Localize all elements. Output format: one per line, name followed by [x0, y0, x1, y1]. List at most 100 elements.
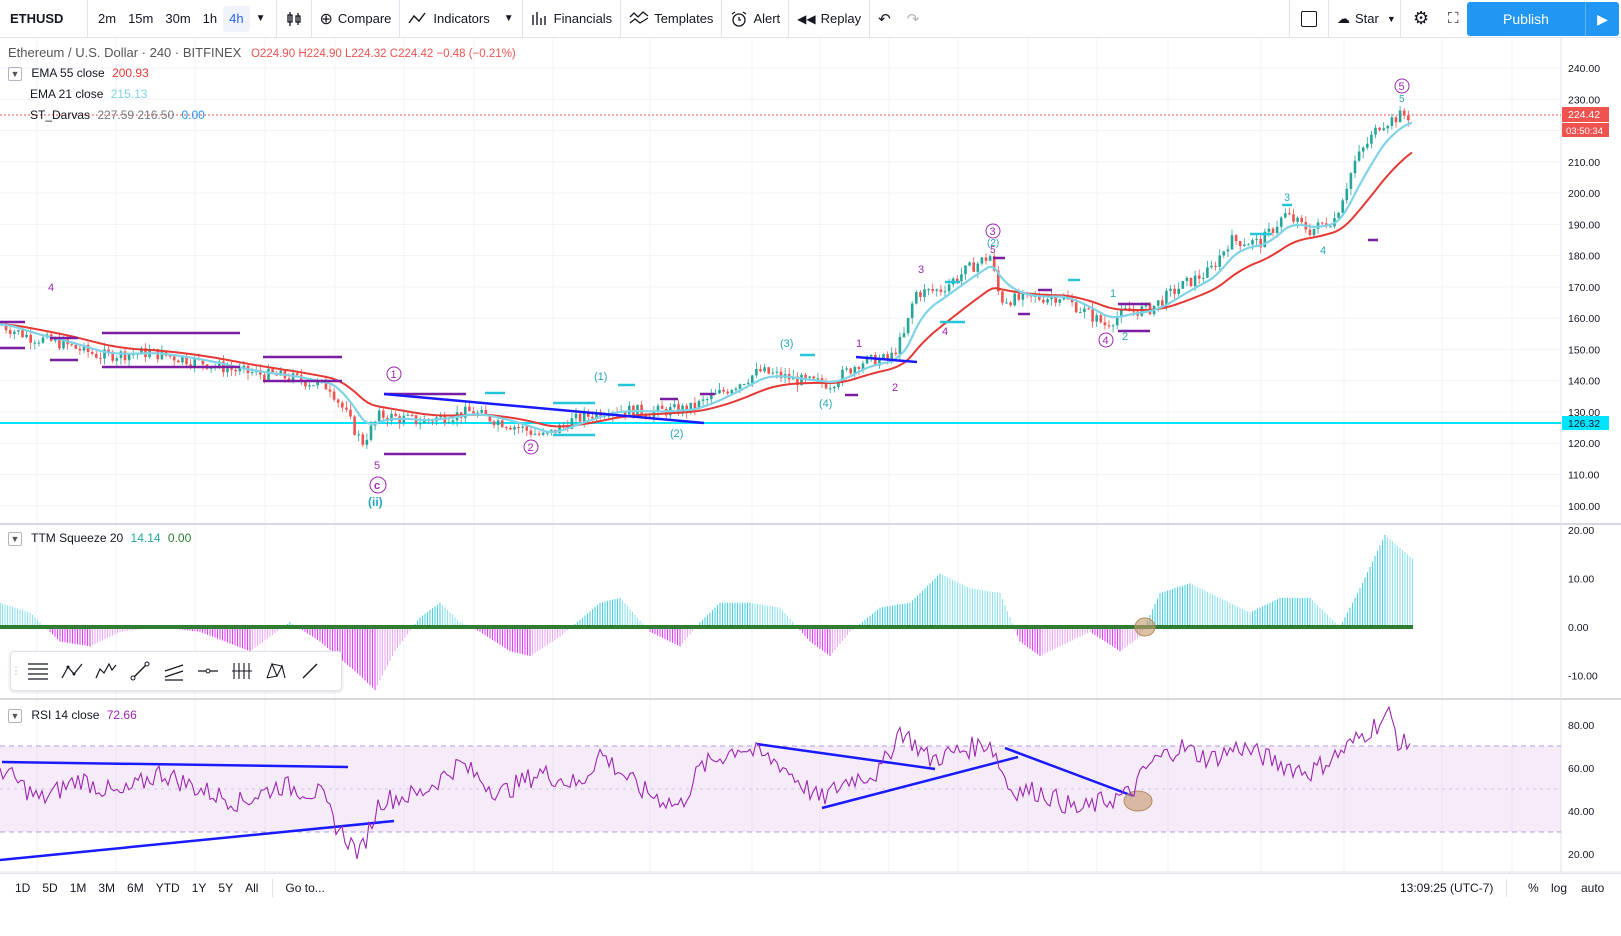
- horizontal-ray-tool[interactable]: [191, 654, 225, 688]
- interval-group: 2m 15m 30m 1h 4h ▼: [88, 0, 277, 38]
- parallel-channel-tool[interactable]: [157, 654, 191, 688]
- candle-body: [718, 389, 721, 394]
- candle-body: [312, 385, 315, 387]
- candle-body: [353, 416, 356, 435]
- candle-body: [960, 274, 963, 282]
- candle-body: [54, 338, 57, 341]
- candle-body: [1218, 255, 1221, 267]
- ema55-label: EMA 55 close: [31, 66, 105, 80]
- layout-toggle[interactable]: [1289, 0, 1329, 38]
- indicators-button[interactable]: Indicators ▼: [400, 0, 523, 38]
- candle-body: [1247, 244, 1250, 246]
- candle-body: [1349, 173, 1353, 189]
- candle-body: [771, 372, 775, 374]
- rsi-highlight-marker[interactable]: [1123, 790, 1153, 812]
- candle-body: [1267, 228, 1271, 232]
- alert-button[interactable]: Alert: [722, 0, 790, 38]
- candle-body: [529, 430, 533, 435]
- chart-type-button[interactable]: [277, 0, 312, 38]
- candle-body: [1070, 299, 1074, 303]
- candle-body: [1091, 309, 1094, 322]
- log-scale-toggle[interactable]: log: [1551, 880, 1568, 895]
- candle-body: [41, 337, 45, 343]
- candle-body: [238, 367, 242, 372]
- collapse-chevron-down-icon[interactable]: ▼: [8, 708, 22, 723]
- trend-lines[interactable]: [0, 355, 1134, 862]
- interval-1h[interactable]: 1h: [202, 10, 218, 26]
- candle-body: [13, 331, 16, 334]
- candle-body: [234, 369, 237, 372]
- symbol-search[interactable]: ETHUSD: [0, 0, 88, 38]
- candle-body: [984, 257, 988, 261]
- candle-body: [464, 406, 467, 418]
- candle-body: [857, 367, 861, 369]
- candle-body: [804, 374, 807, 378]
- elliott-wave-tool[interactable]: [89, 654, 123, 688]
- range-1d[interactable]: 1D: [15, 880, 31, 895]
- candle-body: [726, 391, 729, 394]
- publish-menu-button[interactable]: ▶: [1585, 2, 1619, 36]
- collapse-chevron-down-icon[interactable]: ▼: [8, 66, 22, 81]
- range-5y[interactable]: 5Y: [218, 880, 234, 895]
- goto-date-button[interactable]: Go to...: [285, 880, 325, 895]
- candle-body: [1361, 147, 1365, 152]
- clock-timezone[interactable]: 13:09:25 (UTC-7): [1400, 880, 1494, 895]
- range-ytd[interactable]: YTD: [155, 880, 180, 895]
- candle-body: [1288, 213, 1291, 215]
- candle-body: [607, 415, 611, 417]
- collapse-chevron-down-icon[interactable]: ▼: [8, 531, 22, 546]
- candle-body: [1308, 229, 1312, 236]
- candle-body: [160, 350, 164, 360]
- abc-pattern-tool[interactable]: [55, 654, 89, 688]
- wave-label: 1: [1110, 288, 1116, 300]
- range-1m[interactable]: 1M: [69, 880, 87, 895]
- range-all[interactable]: All: [245, 880, 259, 895]
- indicators-chevron-down-icon[interactable]: ▼: [503, 13, 514, 24]
- candle-body: [992, 256, 996, 271]
- abc-pattern-icon: [61, 663, 83, 679]
- compare-button[interactable]: ⊕ Compare: [312, 0, 401, 38]
- candle-body: [898, 336, 902, 355]
- compare-label: Compare: [337, 11, 392, 26]
- interval-dropdown-chevron-down-icon[interactable]: ▼: [255, 12, 266, 24]
- templates-icon: [629, 10, 649, 24]
- ttm-highlight-marker[interactable]: [1134, 617, 1156, 637]
- range-3m[interactable]: 3M: [98, 880, 116, 895]
- ema55-legend[interactable]: ▼ EMA 55 close 200.93: [8, 66, 149, 81]
- ttm-legend[interactable]: ▼ TTM Squeeze 20 14.14 0.00: [8, 531, 191, 546]
- interval-30m[interactable]: 30m: [165, 10, 191, 26]
- interval-4h[interactable]: 4h: [223, 5, 250, 32]
- range-1y[interactable]: 1Y: [191, 880, 207, 895]
- auto-scale-toggle[interactable]: auto: [1581, 880, 1605, 895]
- symbol-title: Ethereum / U.S. Dollar · 240 · BITFINEX: [8, 45, 242, 60]
- rsi-legend[interactable]: ▼ RSI 14 close 72.66: [8, 708, 137, 723]
- candle-body: [1357, 151, 1361, 161]
- undo-icon: ↶: [878, 10, 891, 28]
- settings-button[interactable]: ⚙: [1405, 0, 1437, 38]
- publish-button[interactable]: Publish: [1467, 2, 1585, 36]
- financials-label: Financials: [553, 11, 613, 26]
- layout-name-button[interactable]: ☁ Star ▼: [1329, 0, 1401, 38]
- darvas-legend[interactable]: ST_Darvas 227.59 216.50 0.00: [30, 108, 205, 122]
- trend-line-tool[interactable]: [123, 654, 157, 688]
- range-5d[interactable]: 5D: [42, 880, 58, 895]
- range-6m[interactable]: 6M: [127, 880, 144, 895]
- undo-button[interactable]: ↶: [870, 0, 899, 38]
- replay-button[interactable]: ◀◀ Replay: [789, 0, 871, 38]
- candle-body: [833, 386, 836, 389]
- drag-handle-icon[interactable]: ⋮: [11, 665, 21, 677]
- fullscreen-button[interactable]: ⛶: [1440, 0, 1467, 38]
- interval-2m[interactable]: 2m: [98, 10, 117, 26]
- line-tool[interactable]: [293, 654, 327, 688]
- financials-button[interactable]: Financials: [523, 0, 622, 38]
- chart-area[interactable]: 4 1 5 c (ii) 2 (1) (2) (3) (4) 1 2 3 4 3…: [0, 38, 1621, 873]
- xabcd-pattern-tool[interactable]: [259, 654, 293, 688]
- ema21-legend[interactable]: EMA 21 close 215.13: [30, 87, 147, 101]
- xabcd-icon: [266, 662, 286, 679]
- percent-scale-toggle[interactable]: %: [1528, 880, 1539, 895]
- pitchfork-tool[interactable]: [225, 654, 259, 688]
- interval-15m[interactable]: 15m: [128, 10, 154, 26]
- redo-button[interactable]: ↷: [899, 0, 928, 38]
- templates-button[interactable]: Templates: [621, 0, 723, 38]
- fib-retracement-tool[interactable]: [21, 654, 55, 688]
